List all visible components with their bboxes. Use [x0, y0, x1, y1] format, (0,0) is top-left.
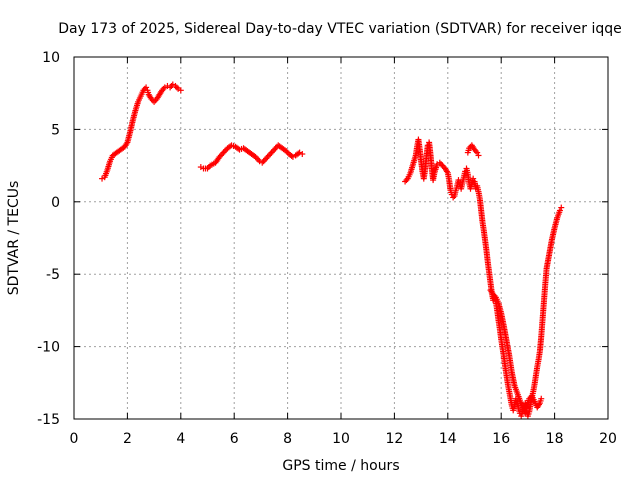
y-tick-label: -5 [46, 267, 60, 283]
x-tick-label: 18 [546, 431, 564, 447]
y-tick-label: -15 [37, 412, 60, 428]
x-axis-label: GPS time / hours [282, 458, 399, 474]
axis-ticks: 0 2 4 6 8 10 12 14 16 18 20 -15 -10 -5 0 5 10 [37, 50, 617, 447]
y-tick-label: 0 [51, 195, 60, 211]
x-tick-label: 12 [385, 431, 403, 447]
data-point [556, 207, 563, 214]
chart-title: Day 173 of 2025, Sidereal Day-to-day VTE… [58, 21, 622, 37]
x-tick-label: 8 [283, 431, 292, 447]
x-tick-label: 6 [230, 431, 239, 447]
x-tick-label: 4 [176, 431, 185, 447]
data-point-interp [173, 84, 180, 91]
data-point [475, 152, 482, 159]
data-point [474, 149, 481, 156]
data-point [470, 175, 477, 182]
data-point [538, 395, 545, 402]
y-tick-label: 10 [42, 50, 60, 66]
x-tick-label: 16 [492, 431, 510, 447]
data-points [99, 81, 565, 420]
data-point [143, 84, 150, 91]
x-tick-label: 20 [599, 431, 617, 447]
x-tick-label: 2 [123, 431, 132, 447]
data-point [299, 151, 306, 158]
y-tick-label: -10 [37, 340, 60, 356]
y-axis-label: SDTVAR / TECUs [6, 181, 22, 296]
x-tick-label: 10 [332, 431, 350, 447]
x-tick-label: 0 [70, 431, 79, 447]
data-point [522, 410, 529, 417]
y-tick-label: 5 [51, 122, 60, 138]
data-point [558, 204, 565, 211]
grid [74, 57, 608, 419]
data-point [177, 87, 184, 94]
x-tick-label: 14 [439, 431, 457, 447]
